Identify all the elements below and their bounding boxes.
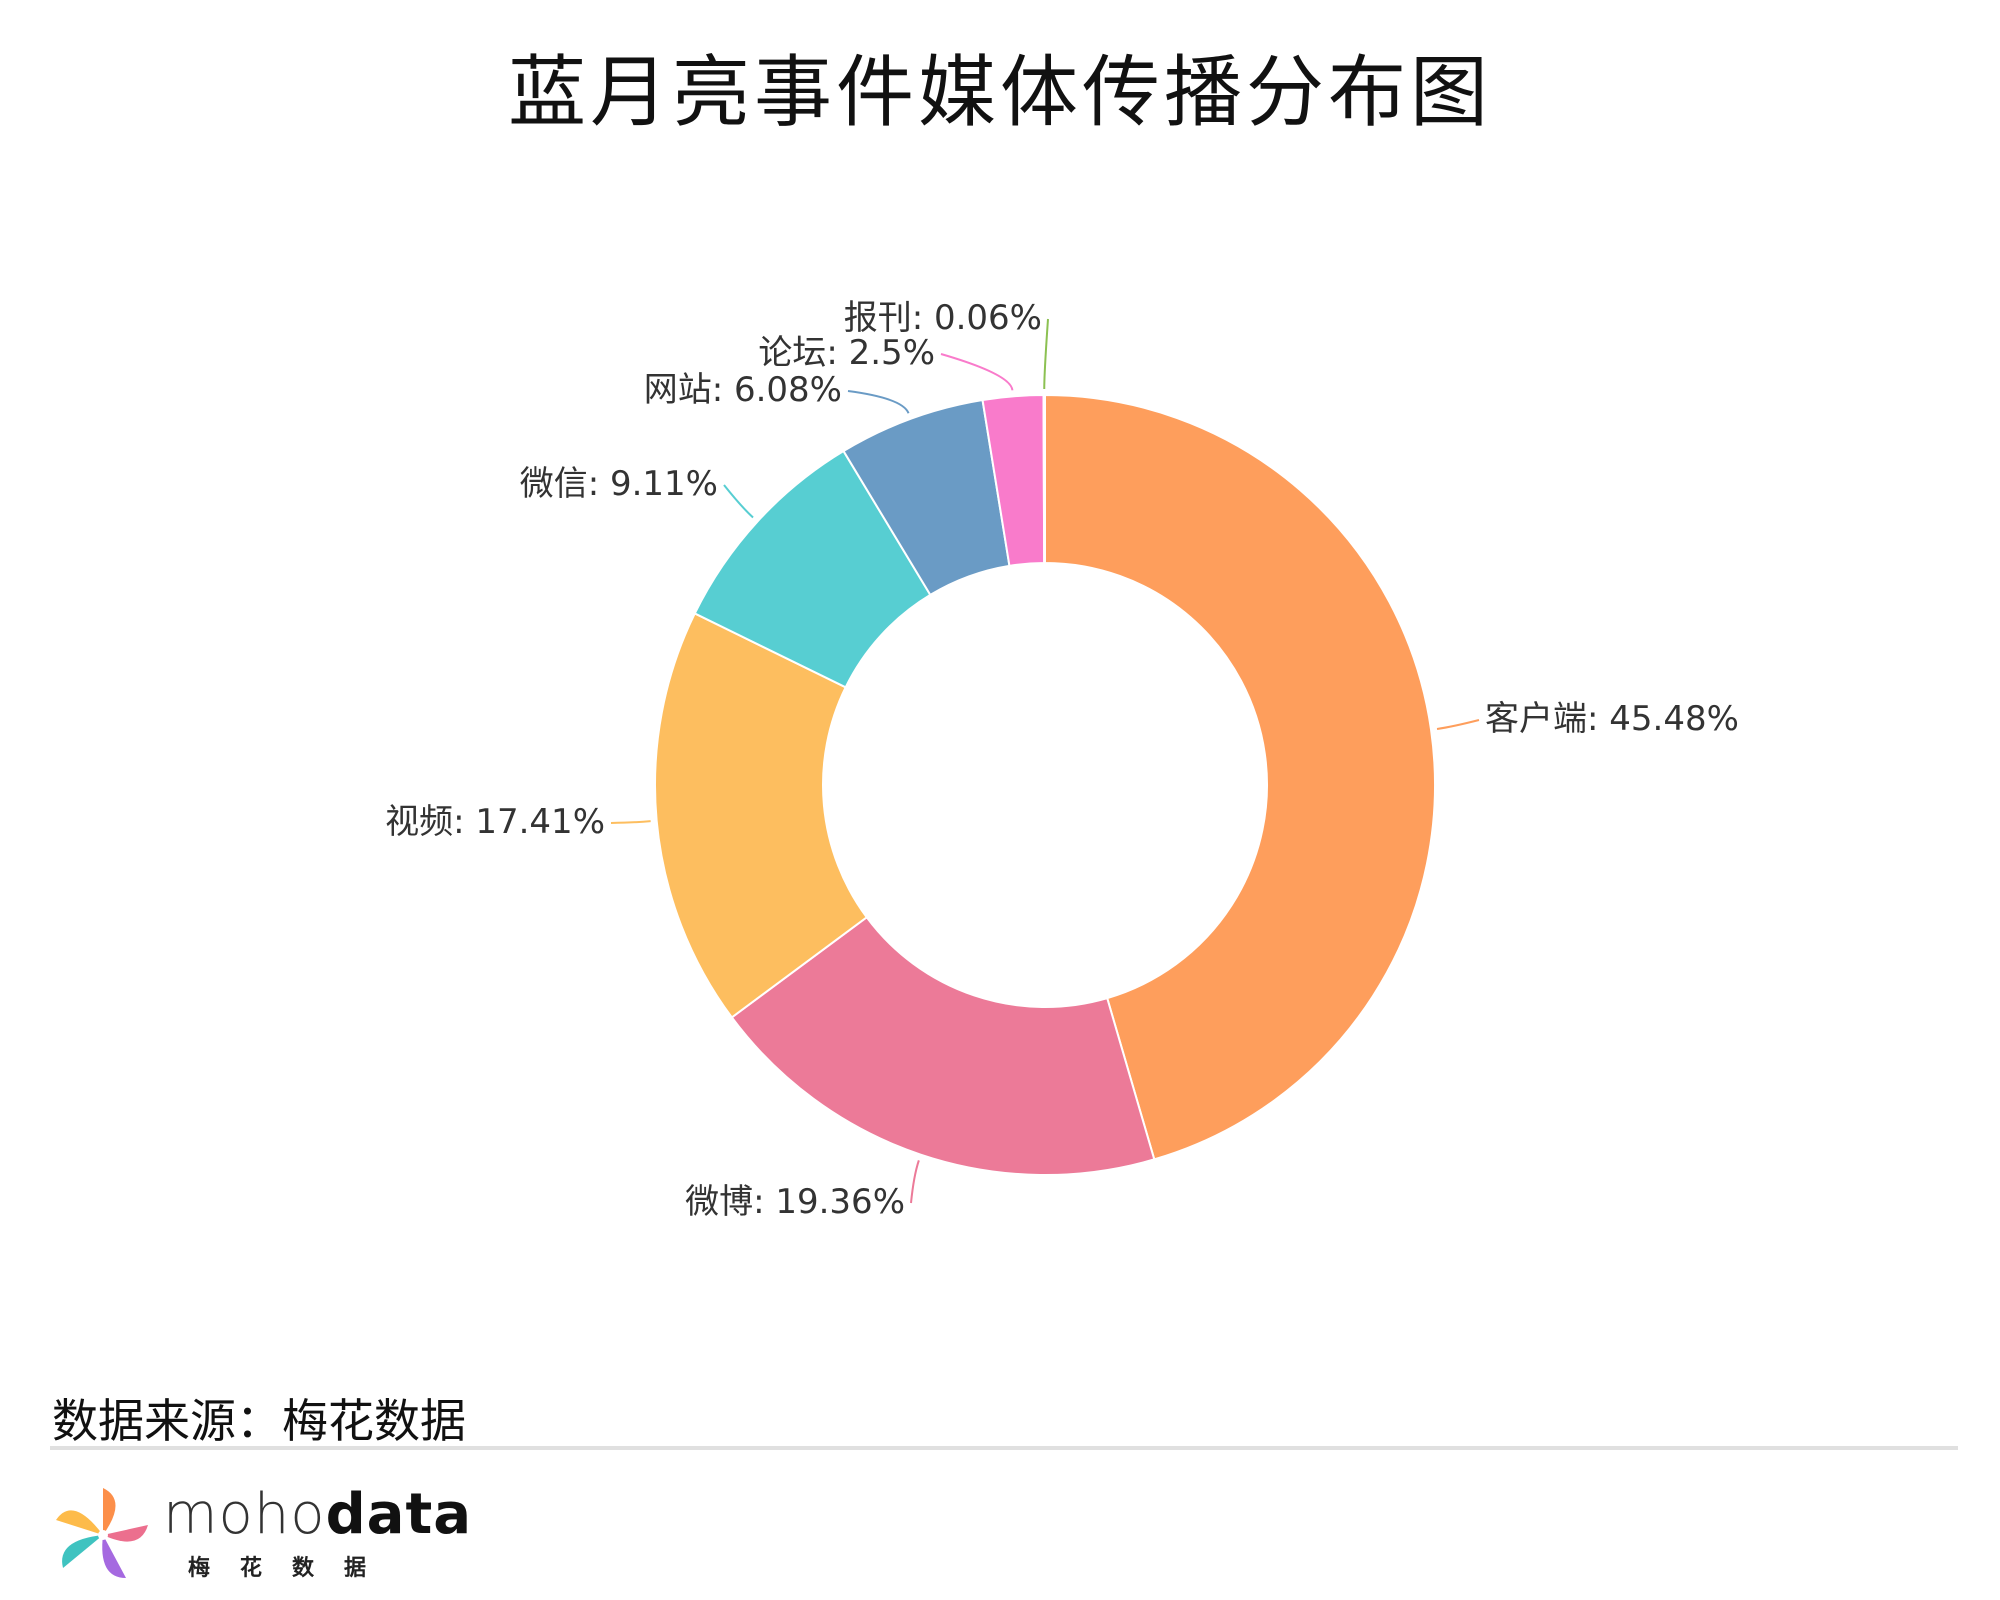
slice-label-3: 微信: 9.11% bbox=[520, 464, 718, 504]
slice-label-5: 论坛: 2.5% bbox=[758, 333, 935, 373]
slice-1 bbox=[730, 915, 1156, 1176]
slice-0 bbox=[1044, 393, 1436, 1161]
leader-line-1 bbox=[910, 1160, 920, 1204]
leader-lines bbox=[610, 318, 1480, 1204]
mohodata-logo: mohodata 梅花数据 bbox=[48, 1480, 471, 1590]
leader-line-0 bbox=[1436, 719, 1480, 730]
data-source: 数据来源：梅花数据 bbox=[52, 1394, 466, 1448]
donut-chart: 客户端: 45.48% 微博: 19.36% 视频: 17.41% 微信: 9.11%… bbox=[385, 298, 1739, 1222]
pinwheel-icon bbox=[56, 1488, 148, 1578]
slice-label-2: 视频: 17.41% bbox=[385, 802, 605, 842]
chart-title: 蓝月亮事件媒体传播分布图 bbox=[507, 48, 1492, 138]
leader-line-2 bbox=[610, 820, 651, 824]
leader-line-5 bbox=[940, 353, 1014, 391]
brand-subtitle: 梅花数据 bbox=[188, 1556, 397, 1581]
leader-line-6 bbox=[1043, 318, 1049, 390]
slice-label-1: 微博: 19.36% bbox=[685, 1182, 905, 1222]
slice-label-0: 客户端: 45.48% bbox=[1485, 699, 1739, 739]
donut-slices bbox=[654, 393, 1436, 1176]
slice-2 bbox=[654, 612, 869, 1019]
slice-6 bbox=[1042, 393, 1046, 565]
leader-line-4 bbox=[847, 390, 910, 414]
brand-name: mohodata bbox=[163, 1482, 473, 1547]
slice-label-4: 网站: 6.08% bbox=[644, 370, 842, 410]
slice-labels: 客户端: 45.48% 微博: 19.36% 视频: 17.41% 微信: 9.11%… bbox=[385, 298, 1739, 1222]
slice-label-6: 报刊: 0.06% bbox=[844, 298, 1042, 338]
leader-line-3 bbox=[723, 484, 754, 519]
footer-divider bbox=[50, 1446, 1958, 1450]
